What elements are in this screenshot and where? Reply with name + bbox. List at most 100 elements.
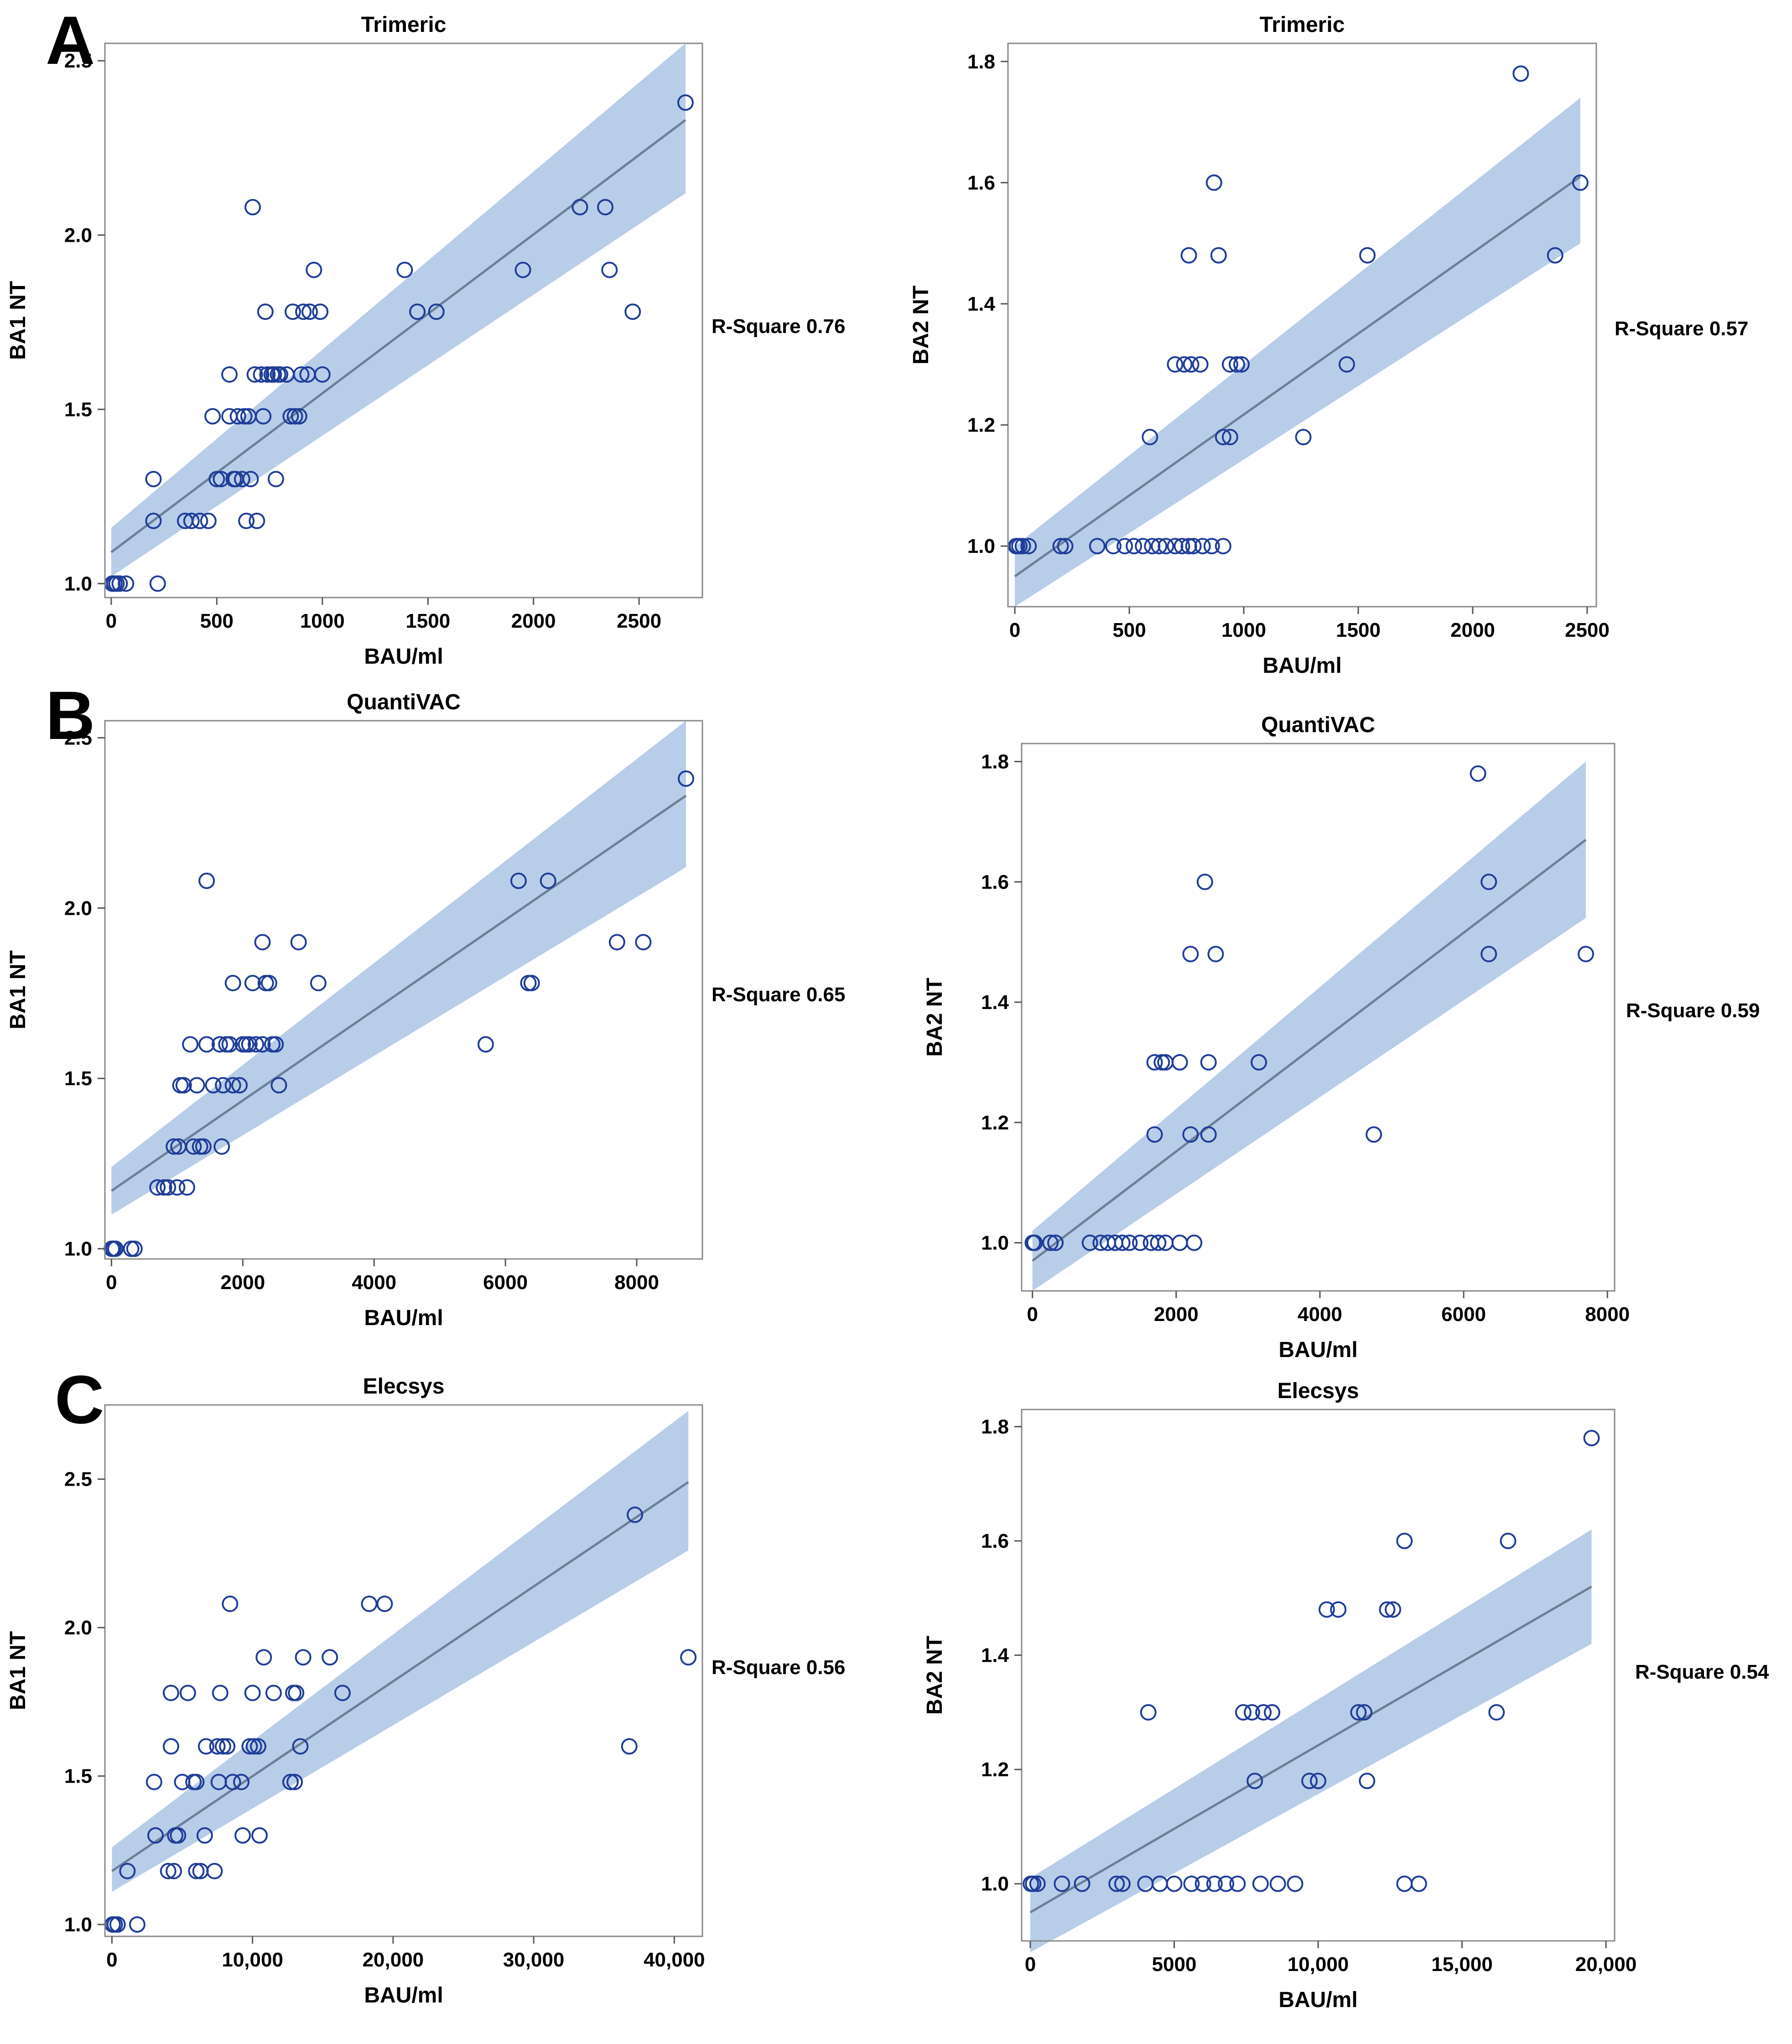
data-point (213, 1138, 230, 1155)
y-tick-label: 2.5 (64, 1468, 92, 1491)
data-point (231, 1077, 248, 1094)
data-point (219, 1738, 236, 1755)
data-point (255, 408, 272, 425)
r-square-label: R-Square 0.59 (1626, 999, 1760, 1022)
data-point (1116, 538, 1133, 555)
y-axis-label: BA1 NT (6, 281, 30, 360)
data-point (1251, 1054, 1267, 1071)
data-point (608, 934, 625, 951)
data-point (1229, 1875, 1246, 1892)
x-tick-label: 10,000 (1288, 1953, 1349, 1976)
data-point (361, 1596, 378, 1612)
data-point (1207, 946, 1224, 962)
x-tick-label: 40,000 (644, 1949, 705, 1971)
y-tick-label: 1.5 (64, 1765, 92, 1788)
data-point (597, 199, 614, 216)
data-point (1221, 356, 1238, 373)
data-point (178, 1179, 195, 1196)
data-point (1350, 1704, 1367, 1721)
y-tick-label: 1.8 (981, 751, 1009, 773)
data-point (295, 303, 312, 320)
data-point (233, 1774, 249, 1790)
y-axis-label: BA1 NT (6, 950, 30, 1029)
data-point (306, 261, 322, 278)
x-tick-label: 500 (200, 610, 234, 632)
data-point (118, 575, 135, 592)
data-point (1081, 1234, 1098, 1251)
data-point (188, 1774, 205, 1790)
x-tick-label: 500 (1112, 619, 1146, 641)
data-point (1047, 1234, 1064, 1251)
y-tick-label: 1.0 (64, 1238, 92, 1260)
data-point (1014, 538, 1031, 555)
data-point (229, 408, 246, 425)
data-point (198, 1036, 215, 1053)
data-point (166, 1862, 182, 1879)
data-point (234, 471, 250, 488)
data-point (1026, 1234, 1043, 1251)
data-point (249, 512, 265, 529)
r-square-label: R-Square 0.57 (1615, 317, 1748, 340)
data-point (1174, 538, 1190, 555)
data-point (1583, 1430, 1600, 1446)
x-tick-label: 0 (106, 1271, 117, 1294)
data-point (251, 1827, 268, 1844)
data-point (1114, 1234, 1131, 1251)
x-tick-label: 4000 (1298, 1303, 1342, 1326)
chart-4: 0 2000 4000 6000 8000 1.0 1.2 1.4 1.6 1.8 QuantiVA… (923, 713, 1760, 1362)
data-point (166, 1138, 182, 1155)
data-point (270, 1077, 287, 1094)
data-point (244, 975, 261, 992)
data-point (107, 1240, 124, 1257)
r-square-label: R-Square 0.54 (1635, 1661, 1769, 1683)
data-point (1195, 1875, 1211, 1892)
data-point (624, 303, 641, 320)
data-point (1089, 538, 1106, 555)
data-point (1074, 1875, 1091, 1892)
data-point (293, 366, 310, 383)
data-point (1025, 1875, 1042, 1892)
data-point (172, 1077, 189, 1094)
data-point (1233, 356, 1250, 373)
y-tick-label: 1.6 (981, 1530, 1009, 1552)
r-square-label: R-Square 0.65 (712, 983, 845, 1006)
data-point (1396, 1875, 1413, 1892)
x-tick-label: 8000 (614, 1271, 659, 1294)
data-point (1228, 356, 1245, 373)
chart-1: 0 500 1000 1500 2000 2500 1.0 1.5 2.0 2.5 Trimeric… (6, 13, 845, 669)
data-point (145, 1774, 162, 1790)
data-point (1243, 1704, 1260, 1721)
data-point (520, 975, 537, 992)
chart-3: 0 2000 4000 6000 8000 1.0 1.5 2.0 2.5 QuantiVAC BA… (6, 690, 845, 1330)
data-point (1221, 429, 1238, 446)
data-point (162, 1685, 179, 1701)
data-point (1200, 1126, 1217, 1143)
data-point (310, 975, 327, 992)
data-point (301, 303, 318, 320)
data-point (236, 408, 253, 425)
data-point (1269, 1875, 1286, 1892)
y-axis-label: BA2 NT (923, 978, 947, 1056)
data-point (1264, 1704, 1281, 1721)
data-point (244, 199, 261, 216)
x-tick-label: 10,000 (222, 1949, 283, 1971)
x-axis-label: BAU/ml (364, 645, 443, 669)
data-point (1480, 874, 1497, 890)
chart-title: QuantiVAC (1261, 713, 1375, 737)
data-point (1157, 1054, 1174, 1071)
data-point (188, 1077, 205, 1094)
x-tick-label: 8000 (1585, 1303, 1630, 1326)
data-point (288, 1685, 305, 1701)
data-point (1108, 1875, 1125, 1892)
y-tick-label: 1.0 (64, 572, 92, 595)
x-tick-label: 6000 (483, 1271, 528, 1294)
data-point (185, 1138, 202, 1155)
x-tick-label: 6000 (1441, 1303, 1486, 1326)
data-point (1192, 356, 1209, 373)
regression-line (111, 1481, 689, 1872)
confidence-band (1032, 761, 1586, 1291)
regression-line (1032, 838, 1587, 1262)
data-point (224, 975, 241, 992)
data-point (221, 1036, 238, 1053)
plot-frame (104, 1404, 703, 1937)
